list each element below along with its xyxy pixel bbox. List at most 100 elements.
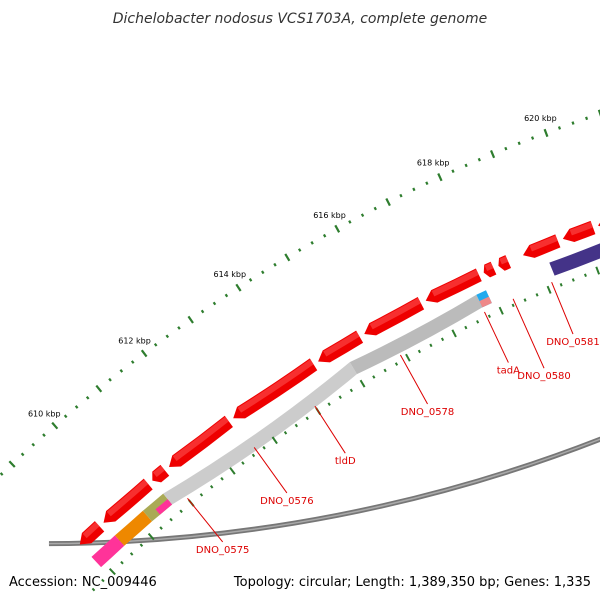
scale-major-tick	[437, 173, 443, 182]
forward-gene-shade	[172, 416, 229, 461]
scale-major-tick	[334, 224, 341, 233]
scale-minor-tick	[177, 326, 181, 330]
scale-minor-tick	[412, 187, 416, 192]
scale-minor-tick	[571, 121, 575, 125]
inner-major-tick	[359, 379, 366, 388]
inner-minor-tick	[283, 431, 288, 435]
scale-minor-tick	[451, 169, 455, 174]
scale-tick-label: 618 kbp	[417, 159, 450, 168]
scale-minor-tick	[373, 206, 377, 211]
scale-minor-tick	[360, 213, 365, 218]
inner-major-tick	[546, 285, 552, 294]
scale-minor-tick	[322, 233, 327, 238]
scale-tick-label: 616 kbp	[313, 211, 346, 220]
inner-minor-tick	[91, 587, 96, 592]
scale-tick-label: 620 kbp	[524, 114, 557, 123]
inner-major-tick	[595, 266, 600, 275]
inner-minor-tick	[535, 293, 539, 297]
scale-tick-label: 612 kbp	[118, 337, 151, 346]
reverse-gene	[349, 294, 483, 375]
forward-gene-shade	[152, 465, 165, 477]
inner-major-tick	[498, 306, 504, 315]
forward-gene-shade	[106, 479, 149, 517]
inner-minor-tick	[210, 484, 214, 489]
genome-summary-text: Topology: circular; Length: 1,389,350 bp…	[233, 575, 591, 590]
reverse-gene	[91, 535, 125, 568]
reverse-gene	[114, 510, 152, 546]
inner-minor-tick	[583, 273, 587, 277]
gene-leader-line	[314, 405, 346, 454]
scale-minor-tick	[399, 193, 403, 198]
gene-label: DNO_0578	[401, 407, 455, 418]
scale-major-tick	[95, 384, 103, 393]
scale-minor-tick	[504, 146, 508, 151]
inner-minor-tick	[305, 416, 309, 421]
scale-minor-tick	[119, 368, 124, 373]
forward-gene-shade	[369, 297, 421, 330]
scale-major-tick	[543, 128, 549, 138]
scale-major-tick	[490, 149, 496, 159]
inner-major-tick	[405, 353, 411, 362]
inner-minor-tick	[417, 349, 421, 354]
gene-label: DNO_0575	[196, 545, 250, 556]
gene-leader-line	[484, 311, 509, 363]
scale-tick-label: 610 kbp	[28, 410, 61, 419]
inner-minor-tick	[262, 445, 266, 450]
gene-label: DNO_0581	[546, 337, 600, 348]
inner-minor-tick	[383, 368, 387, 373]
forward-gene-shade	[529, 235, 558, 252]
forward-gene-shade	[431, 269, 479, 297]
inner-minor-tick	[120, 560, 124, 565]
gene-label: tadA	[497, 366, 520, 377]
inner-major-tick	[108, 567, 116, 576]
inner-minor-tick	[394, 362, 399, 366]
inner-minor-tick	[487, 314, 491, 319]
scale-minor-tick	[261, 270, 265, 275]
inner-major-tick	[451, 329, 457, 338]
scale-minor-tick	[517, 141, 521, 146]
scale-major-tick	[385, 198, 391, 207]
inner-minor-tick	[511, 303, 515, 308]
inner-minor-tick	[129, 552, 134, 556]
scale-minor-tick	[85, 395, 90, 400]
reverse-gene-small	[479, 296, 492, 308]
forward-strand-track	[79, 220, 600, 545]
scale-ticks: 610 kbp 612 kbp 614 kbp 616 kbp 618 kbp 620 k…	[0, 109, 600, 476]
inner-minor-tick	[199, 493, 204, 497]
reverse-gene	[549, 243, 600, 276]
reverse-gene	[142, 493, 173, 522]
gene-label: DNO_0576	[260, 496, 314, 507]
inner-minor-tick	[349, 388, 354, 393]
scale-minor-tick	[212, 301, 217, 306]
scale-minor-tick	[557, 126, 562, 130]
gene-labels: DNO_0575 DNO_0576 tldD DNO_0578 tadADNO_0580…	[187, 282, 600, 556]
accession-text: Accession: NC_009446	[9, 575, 157, 590]
scale-minor-tick	[165, 334, 170, 339]
scale-minor-tick	[42, 433, 46, 437]
scale-major-tick	[8, 460, 16, 468]
gene-leader-line	[399, 354, 428, 405]
gene-leader-line	[551, 282, 574, 335]
scale-major-tick	[187, 315, 194, 324]
scale-major-tick	[235, 283, 242, 292]
scale-major-tick	[51, 421, 59, 430]
inner-minor-tick	[440, 337, 445, 342]
inner-minor-tick	[139, 543, 144, 547]
inner-minor-tick	[327, 402, 331, 406]
forward-gene-shade	[499, 256, 509, 265]
inner-major-tick	[147, 532, 155, 541]
reverse-strand-track	[91, 243, 600, 568]
map-title: Dichelobacter nodosus VCS1703A, complete…	[113, 11, 487, 27]
inner-minor-tick	[476, 320, 480, 324]
inner-minor-tick	[571, 278, 575, 282]
inner-minor-tick	[241, 461, 245, 465]
scale-minor-tick	[224, 293, 229, 298]
scale-minor-tick	[464, 163, 468, 168]
inner-minor-tick	[101, 578, 105, 583]
inner-minor-tick	[294, 423, 299, 428]
inner-minor-tick	[338, 395, 342, 400]
scale-tick-label: 614 kbp	[213, 270, 246, 279]
scale-minor-tick	[310, 241, 314, 245]
scale-minor-tick	[248, 278, 253, 282]
inner-minor-tick	[429, 343, 433, 348]
